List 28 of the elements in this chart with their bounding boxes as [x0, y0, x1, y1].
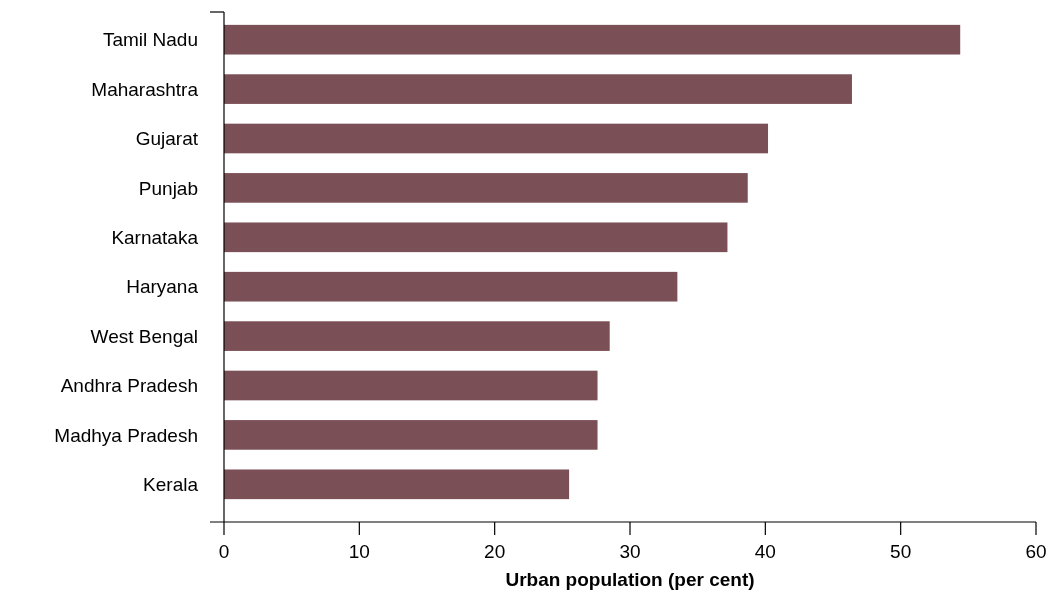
x-tick-label: 10	[348, 541, 370, 562]
y-tick-label: Andhra Pradesh	[60, 375, 198, 397]
y-tick-label: Karnataka	[111, 226, 199, 248]
bar	[224, 370, 598, 401]
bar	[224, 123, 769, 154]
x-tick-label: 50	[890, 541, 912, 562]
y-tick-label: Tamil Nadu	[102, 29, 198, 51]
x-tick-label: 60	[1025, 541, 1047, 562]
y-tick-label: Haryana	[126, 276, 199, 298]
bar	[224, 420, 598, 450]
y-tick-label: West Bengal	[90, 325, 198, 347]
y-tick-label: Kerala	[143, 473, 199, 495]
y-tick-label: Punjab	[138, 177, 198, 199]
y-tick-label: Gujarat	[135, 128, 199, 150]
x-tick-label: 40	[754, 541, 776, 562]
bar	[224, 74, 852, 104]
x-tick-label: 0	[218, 541, 230, 562]
x-tick-label: 30	[619, 541, 641, 562]
bar	[224, 321, 610, 351]
bar	[224, 173, 748, 203]
bar	[224, 222, 728, 253]
bar	[224, 469, 570, 500]
bar	[224, 24, 961, 55]
x-axis-title: Urban population (per cent)	[505, 569, 755, 590]
y-tick-label: Madhya Pradesh	[54, 424, 198, 446]
x-tick-label: 20	[484, 541, 506, 562]
bar	[224, 271, 678, 302]
y-tick-label: Maharashtra	[91, 78, 199, 100]
